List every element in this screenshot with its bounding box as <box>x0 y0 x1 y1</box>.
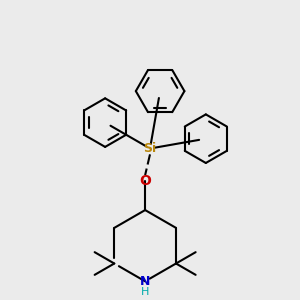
Text: O: O <box>139 174 151 188</box>
Text: N: N <box>140 275 150 288</box>
Text: Si: Si <box>143 142 157 155</box>
Text: H: H <box>141 287 149 297</box>
